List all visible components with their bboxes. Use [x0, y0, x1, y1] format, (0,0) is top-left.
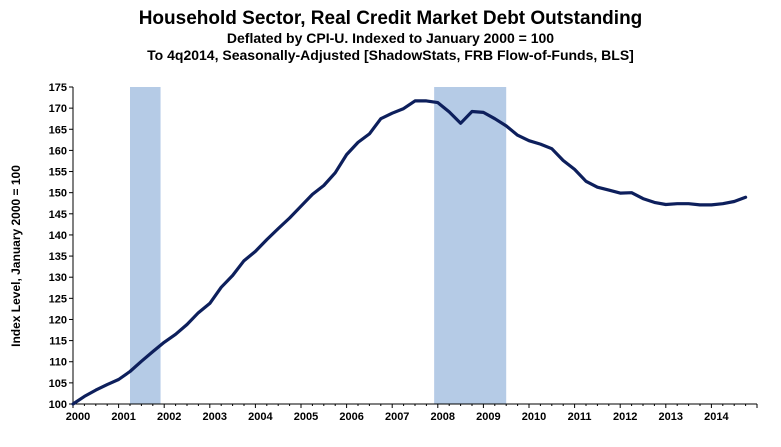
y-tick-label-120: 120	[49, 314, 67, 326]
y-tick-label-115: 115	[49, 336, 67, 348]
x-tick-label-2000: 2000	[66, 411, 90, 423]
x-tick-label-2002: 2002	[157, 411, 181, 423]
x-tick-label-2008: 2008	[431, 411, 455, 423]
axes-group	[69, 86, 758, 408]
x-tick-label-2009: 2009	[476, 411, 500, 423]
x-tick-label-2003: 2003	[203, 411, 227, 423]
y-tick-label-150: 150	[49, 188, 67, 200]
y-tick-label-130: 130	[49, 272, 67, 284]
y-tick-label-105: 105	[49, 378, 67, 390]
tick-labels-group: 100 105 110 115 120 125 130 135 140 145 150 155 160 1…	[49, 82, 730, 423]
y-tick-label-135: 135	[49, 251, 67, 263]
x-tick-label-2012: 2012	[613, 411, 637, 423]
series-group	[71, 99, 748, 406]
y-tick-label-170: 170	[49, 103, 67, 115]
chart-subtitle-1: Deflated by CPI-U. Indexed to January 20…	[226, 30, 555, 46]
y-tick-label-175: 175	[49, 82, 67, 94]
y-tick-label-125: 125	[49, 293, 67, 305]
x-tick-label-2011: 2011	[568, 411, 592, 423]
y-tick-label-145: 145	[49, 209, 67, 221]
chart-title: Household Sector, Real Credit Market Deb…	[138, 8, 643, 29]
y-tick-label-160: 160	[49, 145, 67, 157]
y-axis-label: Index Level, January 2000 = 100	[9, 165, 23, 347]
y-tick-label-110: 110	[49, 357, 67, 369]
x-tick-label-2010: 2010	[522, 411, 546, 423]
x-tick-label-2001: 2001	[111, 411, 135, 423]
chart-titles: Household Sector, Real Credit Market Deb…	[0, 0, 781, 64]
x-tick-label-2013: 2013	[659, 411, 683, 423]
chart-subtitle-2: To 4q2014, Seasonally-Adjusted [ShadowSt…	[147, 47, 634, 63]
recession-shading-group	[130, 87, 507, 404]
recession-band-2	[434, 87, 507, 404]
x-tick-label-2007: 2007	[385, 411, 409, 423]
x-tick-label-2006: 2006	[339, 411, 363, 423]
x-tick-label-2004: 2004	[248, 411, 273, 423]
y-tick-label-165: 165	[49, 124, 67, 136]
y-tick-label-100: 100	[49, 399, 67, 411]
y-tick-label-155: 155	[49, 167, 67, 179]
y-tick-label-140: 140	[49, 230, 67, 242]
x-tick-label-2005: 2005	[294, 411, 318, 423]
series-line-1	[71, 99, 748, 406]
x-tick-label-2014: 2014	[704, 411, 729, 423]
